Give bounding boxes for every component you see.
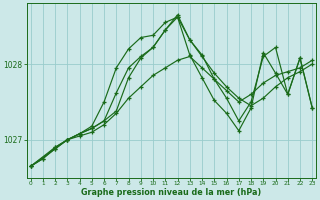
X-axis label: Graphe pression niveau de la mer (hPa): Graphe pression niveau de la mer (hPa) (81, 188, 261, 197)
